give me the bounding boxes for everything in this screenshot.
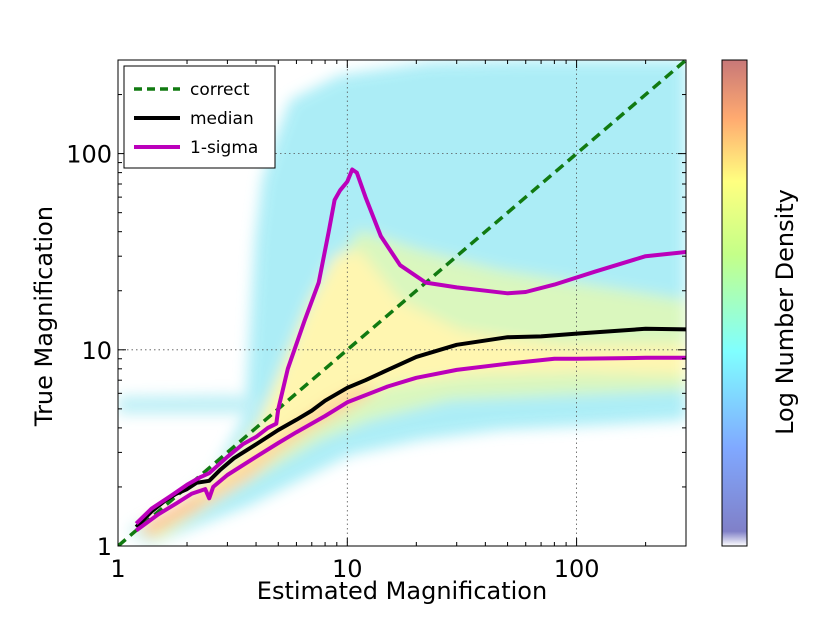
colorbar: Log Number Density — [721, 59, 799, 547]
series-line-correct — [118, 60, 686, 546]
density-region-peak-core — [145, 498, 200, 530]
series-line-1-sigma — [134, 167, 686, 526]
y-axis-label: True Magnification — [30, 206, 58, 427]
legend-label-1-sigma: 1-sigma — [190, 138, 258, 158]
density-region-mid — [135, 230, 686, 540]
density-region-high — [140, 250, 686, 540]
colorbar-gradient — [721, 59, 748, 547]
legend-label-median: median — [190, 109, 254, 129]
series-line-median — [134, 326, 686, 529]
plot-area: 1 10 100 1 10 100 — [66, 59, 687, 583]
density-region-plume — [118, 395, 260, 414]
y-tick-label: 10 — [81, 337, 112, 365]
plot-frame — [117, 59, 687, 547]
series-layer — [118, 60, 686, 546]
x-tick-label: 1 — [110, 555, 125, 583]
series-line-1-sigma-lower — [135, 355, 686, 533]
y-tick-label: 100 — [66, 141, 112, 169]
y-tick-label: 1 — [97, 533, 112, 561]
x-tick-label: 100 — [554, 555, 600, 583]
x-axis-label: Estimated Magnification — [257, 577, 547, 605]
x-tick-label: 10 — [332, 555, 363, 583]
colorbar-label: Log Number Density — [771, 189, 799, 435]
density-region-peak — [140, 385, 380, 538]
legend: correct median 1-sigma — [123, 65, 276, 169]
legend-label-correct: correct — [190, 80, 250, 100]
axis-ticks: 1 10 100 1 10 100 — [66, 60, 686, 583]
